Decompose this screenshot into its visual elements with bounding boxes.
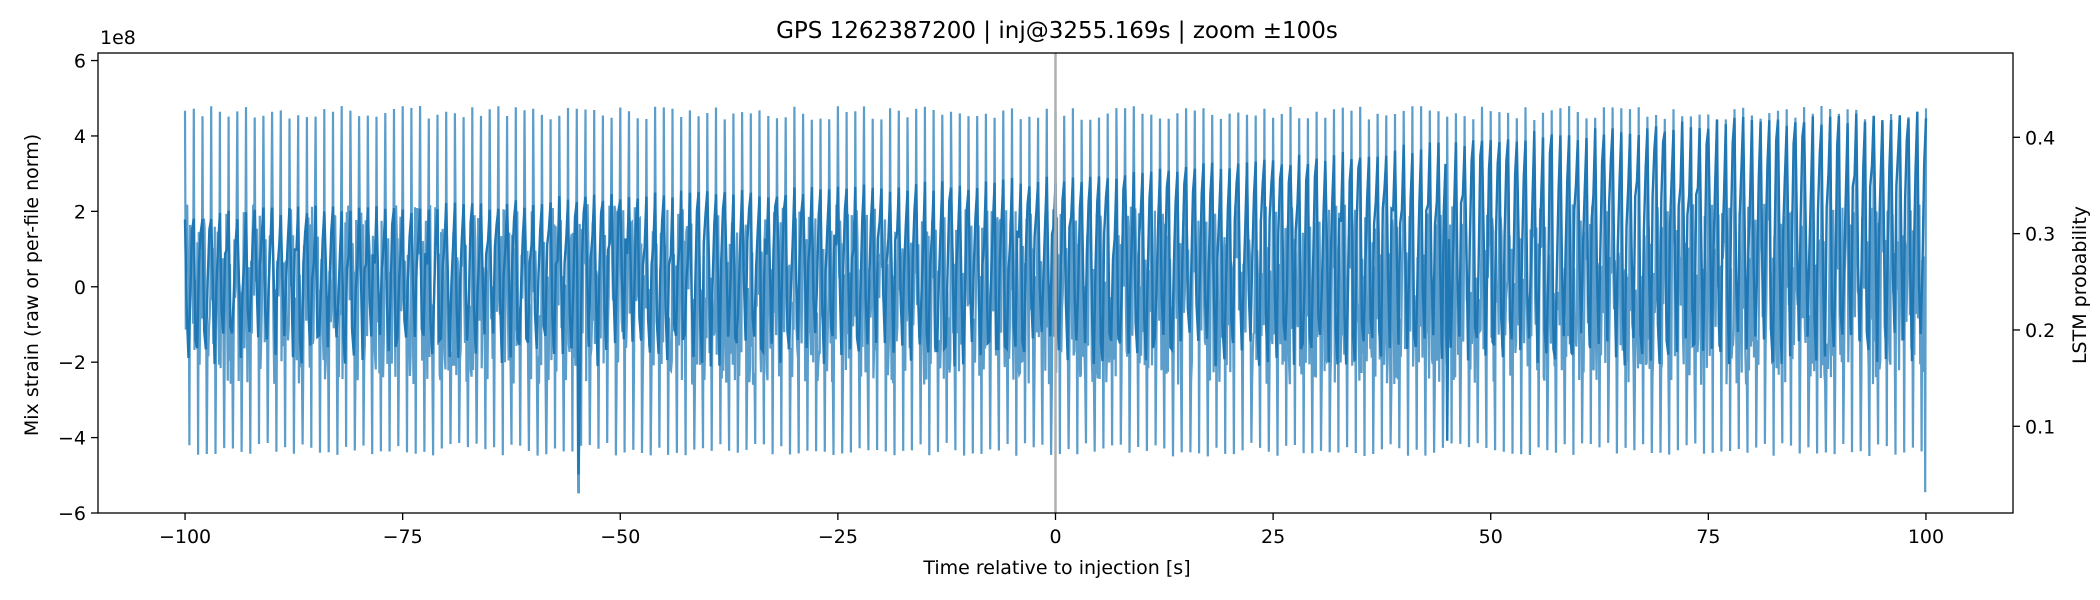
chart-title: GPS 1262387200 | inj@3255.169s | zoom ±1… <box>776 18 1338 44</box>
x-tick-label: 75 <box>1696 526 1720 548</box>
x-tick-label: −25 <box>818 526 858 548</box>
y-axis-right: 0.1 0.2 0.3 0.4 <box>2013 127 2055 438</box>
y-right-tick-label: 0.4 <box>2025 127 2055 149</box>
x-tick-label: −50 <box>600 526 640 548</box>
y-tick-label: 0 <box>74 277 86 299</box>
y-tick-label: 6 <box>74 51 86 73</box>
x-tick-label: 25 <box>1261 526 1285 548</box>
x-tick-label: −75 <box>383 526 423 548</box>
x-tick-label: 0 <box>1049 526 1061 548</box>
y-right-tick-label: 0.3 <box>2025 224 2055 246</box>
y-tick-label: 2 <box>74 201 86 223</box>
x-axis: −100 −75 −50 −25 0 25 50 75 100 <box>159 513 1944 548</box>
y-axis-label: Mix strain (raw or per-file norm) <box>21 134 43 436</box>
x-tick-label: 100 <box>1908 526 1944 548</box>
y-axis-right-label: LSTM probability <box>2069 206 2091 364</box>
y-offset-text: 1e8 <box>100 27 136 49</box>
y-axis-left: −6 −4 −2 0 2 4 6 <box>58 51 98 525</box>
y-tick-label: −2 <box>58 352 86 374</box>
y-tick-label: −4 <box>58 428 86 450</box>
x-tick-label: −100 <box>159 526 211 548</box>
y-tick-label: −6 <box>58 503 86 525</box>
y-right-tick-label: 0.1 <box>2025 416 2055 438</box>
x-axis-label: Time relative to injection [s] <box>922 557 1190 579</box>
y-right-tick-label: 0.2 <box>2025 320 2055 342</box>
x-tick-label: 50 <box>1479 526 1503 548</box>
y-tick-label: 4 <box>74 126 86 148</box>
